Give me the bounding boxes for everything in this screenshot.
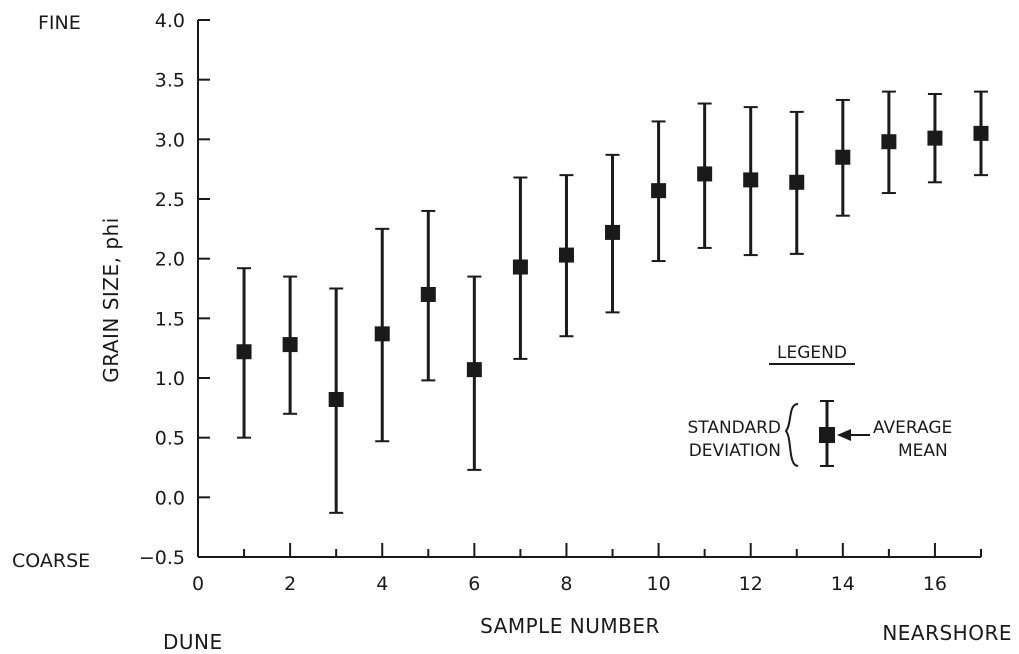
legend-right-line1: AVERAGE — [873, 418, 952, 438]
x-axis-ticks: 0 2 4 6 8 10 12 14 16 — [192, 543, 982, 595]
data-point-7 — [512, 176, 528, 360]
mean-marker — [835, 149, 851, 165]
x-tick-label: 12 — [739, 573, 763, 595]
data-point-8 — [558, 174, 574, 338]
mean-marker — [605, 224, 621, 240]
y-axis-label: GRAIN SIZE, phi — [99, 217, 123, 383]
mean-marker — [973, 125, 989, 141]
mean-marker — [697, 166, 713, 182]
mean-marker — [328, 391, 344, 407]
axes — [197, 20, 981, 558]
y-axis-ticks: −0.5 0.0 0.5 1.0 1.5 2.0 2.5 3.0 3.5 4.0 — [139, 10, 210, 569]
legend-brace-icon — [784, 403, 799, 467]
data-point-9 — [605, 153, 621, 314]
mean-marker — [651, 183, 667, 199]
y-tick-label: 4.0 — [155, 10, 185, 32]
y-tick-label: 1.0 — [155, 368, 185, 390]
y-tick-label: 2.5 — [155, 189, 185, 211]
data-point-3 — [328, 287, 344, 514]
legend-mean-marker — [819, 427, 835, 443]
mean-marker — [466, 362, 482, 378]
y-end-label-top: FINE — [38, 12, 81, 34]
y-tick-label: 3.5 — [155, 70, 185, 92]
x-tick-label: 10 — [646, 573, 670, 595]
legend-right-line2: MEAN — [898, 441, 948, 461]
y-tick-label: 1.5 — [155, 308, 185, 330]
y-tick-label: 2.0 — [155, 249, 185, 271]
data-point-15 — [881, 90, 897, 195]
mean-marker — [743, 172, 759, 188]
y-tick-label: 3.0 — [155, 129, 185, 151]
x-tick-label: 14 — [831, 573, 855, 595]
x-tick-label: 6 — [468, 573, 480, 595]
data-points — [236, 90, 989, 514]
data-point-11 — [697, 102, 713, 249]
mean-marker — [236, 344, 252, 360]
data-point-16 — [927, 92, 943, 184]
legend-arrow-icon — [837, 429, 851, 441]
mean-marker — [558, 247, 574, 263]
y-tick-label: −0.5 — [139, 547, 185, 569]
mean-marker — [420, 286, 436, 302]
data-point-4 — [374, 227, 390, 443]
legend-left-line2: DEVIATION — [689, 441, 781, 461]
data-point-14 — [835, 98, 851, 217]
legend-left-line1: STANDARD — [687, 418, 781, 438]
y-end-label-bottom: COARSE — [12, 550, 90, 572]
y-tick-label: 0.0 — [155, 487, 185, 509]
legend-title: LEGEND — [777, 343, 847, 363]
data-point-6 — [466, 275, 482, 471]
data-point-10 — [651, 120, 667, 263]
data-point-13 — [789, 110, 805, 255]
mean-marker — [282, 337, 298, 353]
x-tick-label: 0 — [192, 573, 204, 595]
data-point-12 — [743, 106, 759, 257]
x-tick-label: 8 — [560, 573, 572, 595]
data-point-17 — [973, 90, 989, 177]
data-point-2 — [282, 275, 298, 415]
x-end-label-right: NEARSHORE — [882, 621, 1012, 645]
x-axis-label: SAMPLE NUMBER — [480, 614, 660, 638]
mean-marker — [374, 326, 390, 342]
data-point-1 — [236, 267, 252, 439]
mean-marker — [927, 130, 943, 146]
x-end-label-left: DUNE — [163, 630, 223, 654]
x-tick-label: 16 — [923, 573, 947, 595]
mean-marker — [789, 174, 805, 190]
x-tick-label: 2 — [284, 573, 296, 595]
mean-marker — [881, 134, 897, 150]
x-tick-label: 4 — [376, 573, 388, 595]
mean-marker — [512, 259, 528, 275]
y-tick-label: 0.5 — [155, 428, 185, 450]
legend: LEGEND STANDARD DEVIATION AVERAGE MEAN — [687, 343, 952, 467]
data-point-5 — [420, 209, 436, 382]
